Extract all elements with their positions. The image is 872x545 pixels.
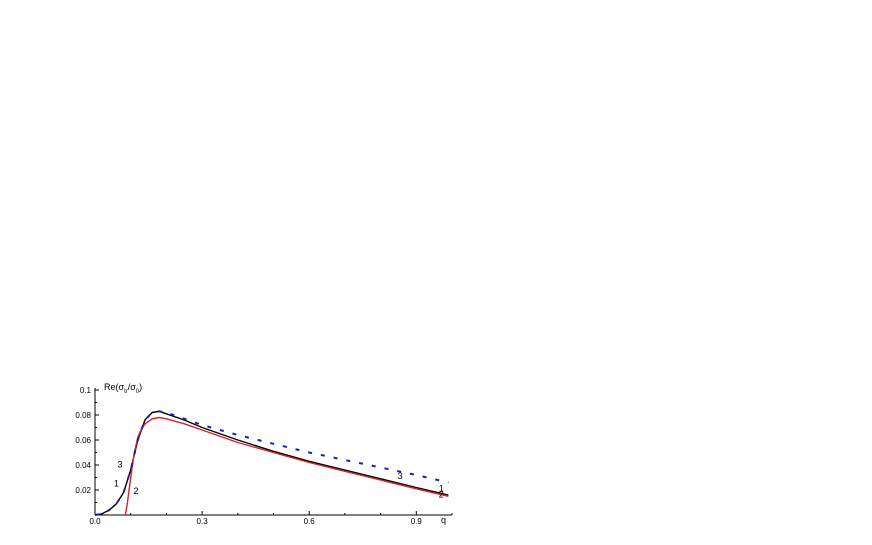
curve-label: 2: [134, 486, 139, 496]
y-tick-label: 0.08: [75, 411, 91, 420]
x-ticks: 0.0 0.3 0.6 0.9: [89, 511, 453, 526]
curve-label: 1: [439, 483, 444, 493]
y-tick-label: 0.02: [75, 486, 91, 495]
x-tick-label: 0.9: [411, 517, 423, 526]
y-axis-title: Re(σtr/σ0): [104, 382, 142, 395]
x-tick-label: 0.0: [89, 517, 101, 526]
y-title-end: ): [139, 382, 142, 392]
y-tick-label: 0.04: [75, 461, 91, 470]
y-ticks: 0.02 0.04 0.06 0.08 0.1: [75, 386, 99, 503]
y-tick-label: 0.06: [75, 436, 91, 445]
y-title-base: Re(σ: [104, 382, 125, 392]
curve-label: 2: [439, 490, 444, 500]
series-line-3: [94, 410, 449, 516]
series-layer: [94, 410, 449, 516]
y-tick-label: 0.1: [80, 386, 92, 395]
x-tick-label: 0.3: [197, 517, 209, 526]
y-title-mid: /σ: [128, 382, 137, 392]
curve-label: 3: [117, 460, 122, 470]
y-title-sub2: 0: [136, 389, 140, 395]
curve-label: 3: [398, 471, 403, 481]
series-line-1: [94, 410, 449, 516]
y-title-sub1: tr: [124, 389, 128, 395]
curve-label: 1: [114, 478, 119, 488]
series-line-2: [124, 416, 449, 516]
x-tick-label: 0.6: [304, 517, 316, 526]
x-axis-title: q: [441, 515, 446, 525]
